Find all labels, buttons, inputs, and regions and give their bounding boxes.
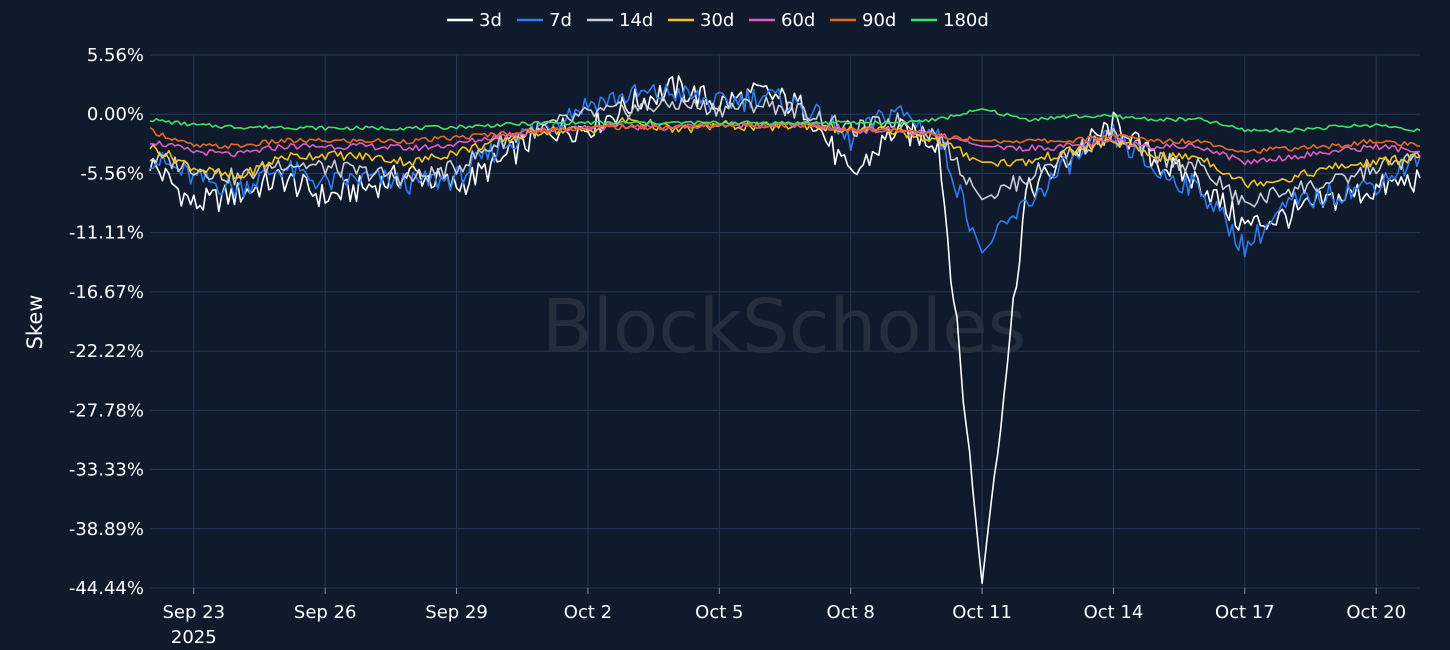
- x-tick-label: Oct 8: [827, 602, 875, 623]
- x-tick-label: Sep 23: [163, 602, 226, 623]
- x-tick-label: Oct 5: [695, 602, 743, 623]
- series-line-14d: [149, 95, 1421, 208]
- x-tick-label: Sep 29: [425, 602, 488, 623]
- grid-layer: [150, 54, 1420, 589]
- y-tick-label: 5.56%: [87, 45, 144, 66]
- series-line-3d: [149, 75, 1421, 585]
- legend-label: 60d: [781, 10, 815, 31]
- x-tick-label: Oct 2: [564, 602, 612, 623]
- y-tick-label: -5.56%: [80, 163, 144, 184]
- legend-label: 90d: [862, 10, 896, 31]
- series-layer: [149, 75, 1421, 585]
- x-tick-label: Oct 11: [952, 602, 1012, 623]
- y-tick-label: 0.00%: [87, 104, 144, 125]
- y-axis-title: Skew: [23, 295, 47, 350]
- y-tick-label: -44.44%: [69, 578, 144, 599]
- legend-label: 3d: [479, 10, 502, 31]
- legend-label: 14d: [619, 10, 653, 31]
- legend-item-3d[interactable]: 3d: [447, 10, 502, 31]
- legend: 3d 7d 14d 30d 60d 90d 180d: [447, 10, 989, 31]
- legend-item-180d[interactable]: 180d: [911, 10, 989, 31]
- x-axis: Sep 23 2025 Sep 26 Sep 29 Oct 2 Oct 5 Oct 8 Oct…: [163, 588, 1406, 648]
- legend-item-60d[interactable]: 60d: [749, 10, 815, 31]
- legend-label: 180d: [943, 10, 989, 31]
- x-tick-label: Oct 14: [1084, 602, 1144, 623]
- legend-label: 7d: [549, 10, 572, 31]
- y-axis: 5.56% 0.00% -5.56% -11.11% -16.67% -22.22% -27…: [69, 45, 144, 599]
- series-line-7d: [149, 83, 1421, 258]
- legend-item-7d[interactable]: 7d: [517, 10, 572, 31]
- legend-item-90d[interactable]: 90d: [830, 10, 896, 31]
- y-tick-label: -22.22%: [69, 341, 144, 362]
- y-tick-label: -16.67%: [69, 282, 144, 303]
- y-tick-label: -11.11%: [69, 223, 144, 244]
- legend-label: 30d: [700, 10, 734, 31]
- y-tick-label: -27.78%: [69, 400, 144, 421]
- x-tick-label: Oct 20: [1346, 602, 1406, 623]
- series-line-180d: [149, 108, 1421, 133]
- y-tick-label: -38.89%: [69, 519, 144, 540]
- legend-item-30d[interactable]: 30d: [668, 10, 734, 31]
- y-tick-label: -33.33%: [69, 460, 144, 481]
- watermark: BlockScholes: [542, 284, 1027, 370]
- legend-item-14d[interactable]: 14d: [587, 10, 653, 31]
- x-tick-label: Oct 17: [1215, 602, 1275, 623]
- x-tick-sublabel: 2025: [171, 627, 217, 648]
- x-tick-label: Sep 26: [294, 602, 357, 623]
- series-line-90d: [149, 121, 1421, 154]
